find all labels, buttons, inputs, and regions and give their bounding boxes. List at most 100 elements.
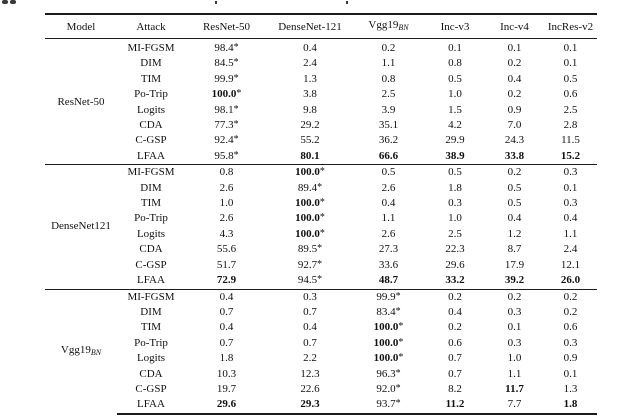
best-value: 100.0 (295, 212, 320, 225)
whitebox-asterisk: * (233, 119, 239, 131)
value: 33.6 (378, 258, 399, 271)
value: 12.3 (300, 367, 320, 380)
value: 98.4 (214, 42, 234, 54)
value-cell: 95.8* (185, 149, 268, 165)
value: 12.1 (560, 258, 581, 271)
attack-label: DIM (140, 57, 162, 70)
table-row: Logits 4.3 100.0* 2.6 2.5 1.2 1.1 (45, 227, 597, 242)
attack-label: Po-Trip (134, 212, 168, 225)
value-cell: 2.6 (185, 181, 268, 196)
value-cell: 0.1 (485, 320, 544, 335)
value-cell: 0.7 (268, 336, 352, 351)
value: 0.9 (507, 103, 522, 116)
value-cell: 29.3 (268, 397, 352, 415)
value-cell: 0.9 (485, 103, 544, 118)
value: 0.2 (507, 88, 522, 101)
value: 95.8 (214, 149, 234, 162)
value-cell: 35.1 (352, 118, 425, 133)
whitebox-asterisk: * (398, 336, 404, 348)
value: 24.3 (504, 134, 525, 147)
value-cell: 0.4 (425, 305, 485, 320)
value: 0.6 (563, 321, 578, 334)
value: 0.8 (219, 166, 234, 179)
best-value: 15.2 (560, 149, 581, 162)
best-value: 100.0 (295, 227, 320, 240)
model-label: Vgg19BN (45, 288, 117, 414)
value: 17.9 (504, 258, 525, 271)
value: 1.8 (219, 352, 234, 365)
value: 0.3 (507, 305, 522, 318)
value: 93.7 (376, 398, 396, 411)
value-cell: 27.3 (352, 242, 425, 257)
whitebox-asterisk: * (395, 382, 401, 394)
value: 1.1 (507, 367, 522, 380)
value-cell: 1.0 (485, 351, 544, 366)
value-cell: 0.2 (485, 288, 544, 305)
value-cell: 1.8 (185, 351, 268, 366)
value-cell: 0.7 (185, 336, 268, 351)
value-cell: 17.9 (485, 258, 544, 273)
value: 2.5 (448, 227, 462, 240)
best-value: 100.0 (211, 88, 237, 101)
model-label: ResNet-50 (57, 95, 105, 108)
table-row: C-GSP 51.7 92.7* 33.6 29.6 17.9 12.1 (45, 258, 597, 273)
table-row: Logits 98.1* 9.8 3.9 1.5 0.9 2.5 (45, 103, 597, 118)
column-header-1: Attack (117, 13, 185, 39)
value: 0.8 (448, 57, 462, 70)
value: 0.1 (563, 57, 578, 70)
value-cell: 24.3 (485, 133, 544, 148)
table-row: Po-Trip 100.0* 3.8 2.5 1.0 0.2 0.6 (45, 87, 597, 102)
value-cell: 0.5 (425, 164, 485, 181)
value: 35.1 (378, 119, 399, 132)
best-value: 100.0 (373, 336, 399, 349)
value-cell: 0.3 (544, 196, 597, 211)
value: 19.7 (216, 382, 237, 395)
value-cell: 0.2 (425, 288, 485, 305)
value: 89.5 (297, 243, 318, 256)
value-cell: 11.5 (544, 133, 597, 148)
value: 0.6 (448, 336, 462, 349)
value: 11.5 (561, 134, 580, 147)
value-cell: 2.6 (185, 211, 268, 226)
value-cell: 1.0 (185, 196, 268, 211)
value-cell: 100.0* (352, 336, 425, 351)
value: 2.6 (381, 227, 396, 240)
attack-label: CDA (139, 119, 163, 132)
value-cell: 89.5* (268, 242, 352, 257)
attack-label: Po-Trip (134, 336, 168, 349)
value: 2.2 (303, 352, 317, 365)
value: 0.1 (507, 321, 522, 334)
model-group-1: ResNet-50 MI-FGSM 98.4* 0.4 0.2 0.1 0.1 0.1 DIM 8… (45, 39, 597, 165)
value: 2.8 (563, 119, 578, 132)
value: 0.4 (219, 321, 234, 334)
value: 1.0 (448, 88, 462, 101)
value: 77.3 (214, 119, 234, 132)
whitebox-asterisk: * (398, 321, 404, 333)
column-header-4-subscript: BN (398, 23, 409, 32)
value: 0.3 (563, 336, 578, 349)
value: 1.5 (448, 103, 462, 116)
value-cell: 2.8 (544, 118, 597, 133)
value: 0.2 (507, 166, 522, 179)
best-value: 100.0 (373, 352, 399, 365)
value: 1.0 (448, 212, 462, 225)
value-cell: 2.4 (268, 56, 352, 71)
table-row: DIM 0.7 0.7 83.4* 0.4 0.3 0.2 (45, 305, 597, 320)
whitebox-asterisk: * (233, 149, 239, 161)
value-cell: 0.3 (425, 196, 485, 211)
value: 0.7 (448, 367, 462, 380)
value-cell: 0.5 (425, 72, 485, 87)
value-cell: 2.6 (352, 227, 425, 242)
value-cell: 12.3 (268, 367, 352, 382)
value-cell: 0.6 (544, 320, 597, 335)
value: 92.4 (214, 134, 234, 147)
cropped-caption-fragment (346, 1, 348, 4)
value-cell: 0.1 (425, 39, 485, 57)
best-value: 66.6 (378, 149, 399, 162)
value: 1.3 (303, 72, 317, 85)
value: 0.6 (563, 88, 578, 101)
value-cell: 0.7 (268, 305, 352, 320)
value: 51.7 (216, 258, 237, 271)
value: 1.2 (507, 227, 522, 240)
value: 0.7 (219, 305, 234, 318)
